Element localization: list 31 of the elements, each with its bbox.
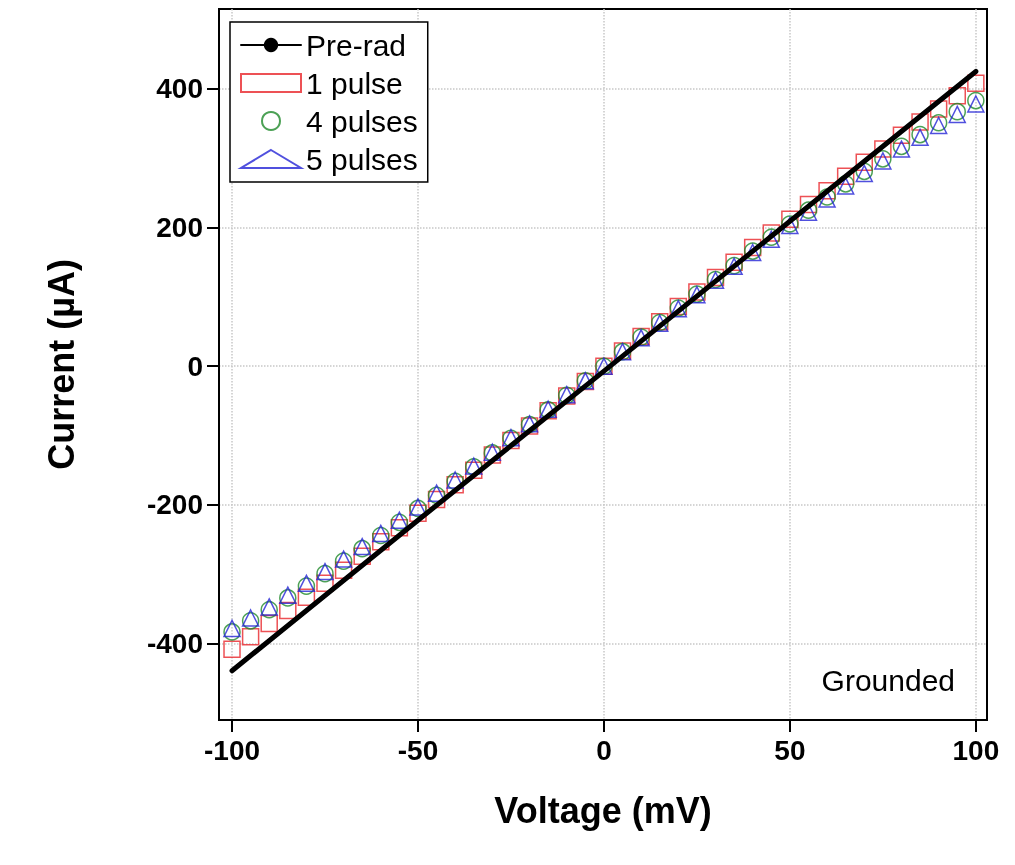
point [836,167,855,185]
point [241,628,260,646]
x-axis-title: Voltage (mV) [494,789,712,831]
point [818,181,836,200]
point [967,74,985,92]
y-axis-title: Current (µA) [40,259,82,470]
y-tick-label: 200 [156,212,203,243]
y-tick-label: 0 [187,350,203,382]
point [223,640,241,658]
point [223,619,241,638]
x-tick-label: -50 [397,734,439,766]
legend-label: 4 pulses [306,104,418,138]
legend-label: 5 pulses [306,142,418,176]
legend-label: 1 pulse [306,66,403,100]
x-tick-label: -100 [203,734,261,766]
point [855,153,874,172]
x-tick-label: 50 [774,734,806,766]
y-tick-label: -400 [146,628,203,660]
point [967,95,985,113]
point [334,561,353,579]
annotation: Grounded [821,663,955,697]
point [911,113,929,131]
point [874,140,892,158]
point [929,100,948,118]
y-tick-label: 400 [156,73,203,105]
x-tick-label: 0 [596,734,612,766]
point [297,588,316,606]
legend-label: Pre-rad [306,28,407,62]
point [223,623,241,641]
y-tick-label: -200 [146,489,203,521]
x-tick-label: 100 [952,734,1000,766]
